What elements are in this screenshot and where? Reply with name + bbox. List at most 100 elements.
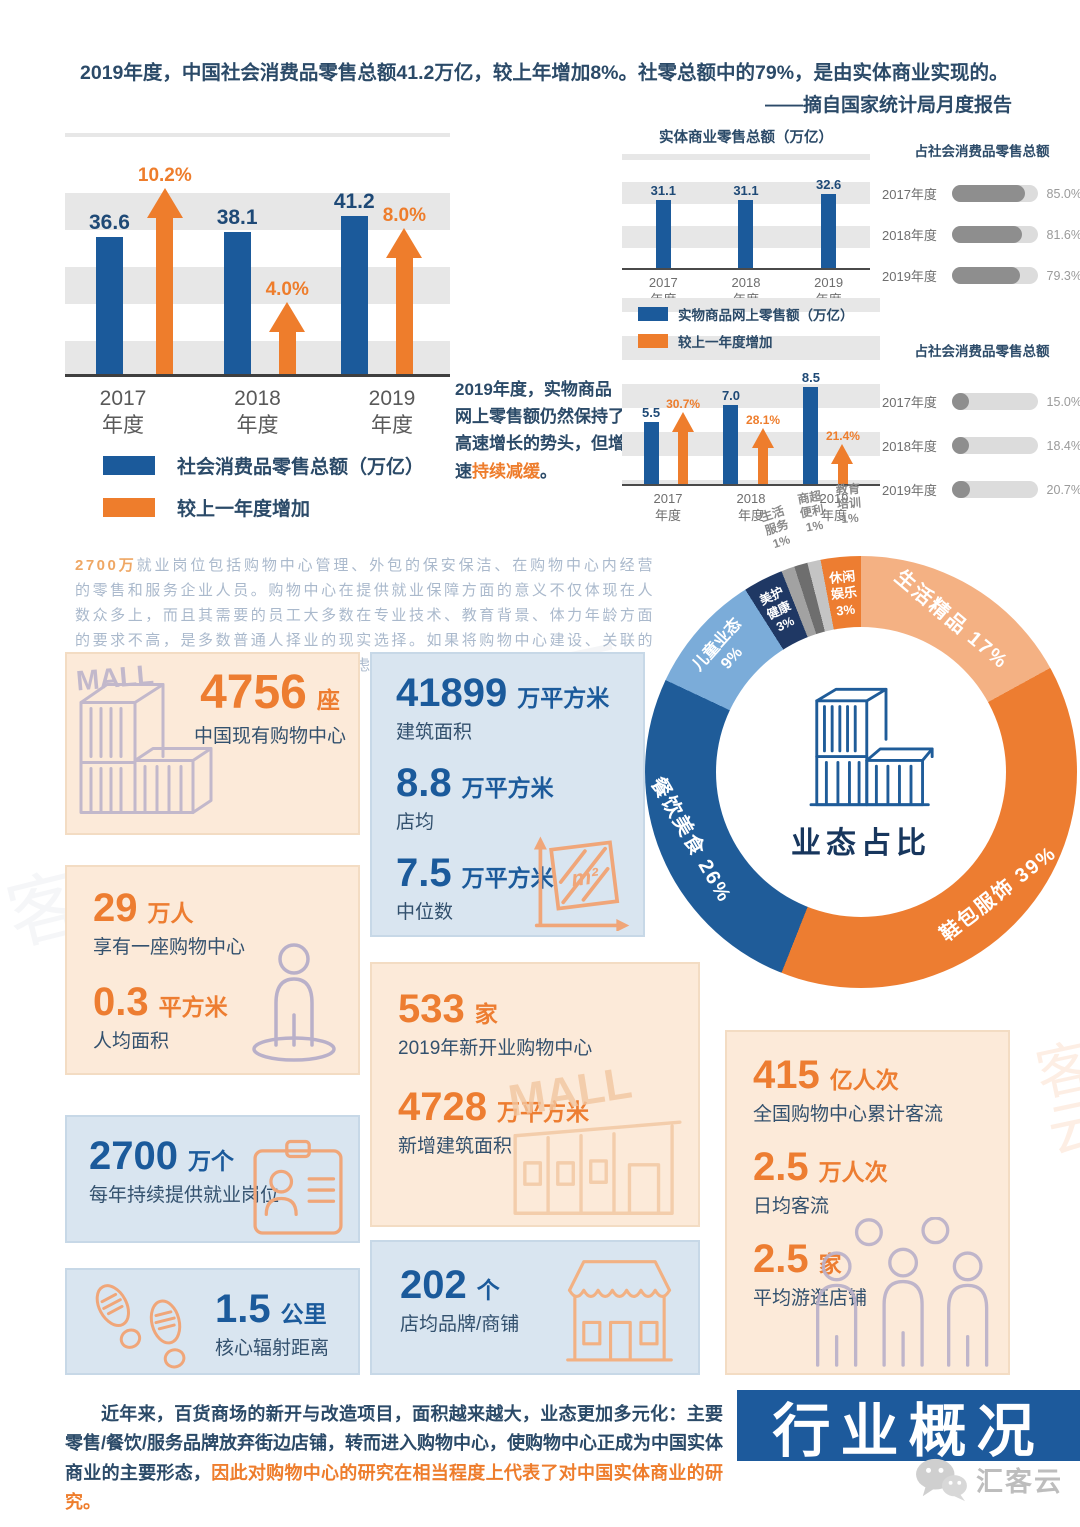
mall-building-icon bbox=[809, 687, 934, 807]
growth-arrow-icon bbox=[146, 188, 183, 374]
footprints-icon bbox=[95, 1284, 186, 1369]
stat-item: 2700 万个 每年持续提供就业岗位 bbox=[89, 1134, 280, 1206]
bar-value-label: 36.6 bbox=[89, 211, 130, 234]
stat-item: 533 家 2019年新开业购物中心 bbox=[398, 987, 593, 1059]
stat-item: 202 个 店均品牌/商铺 bbox=[400, 1263, 520, 1335]
bar bbox=[723, 405, 739, 484]
slice-label-xiuxianyule: 休闲 娱乐 3% bbox=[828, 568, 858, 618]
banner-title: 行业概况 bbox=[772, 1398, 1045, 1464]
growth-label: 4.0% bbox=[265, 279, 309, 300]
chart-legend: 社会消费品零售总额（万亿） 较上一年度增加 bbox=[103, 452, 424, 536]
chart-plot-area: 36.6 10.2% 38.1 4.0% 41.2 8.0% bbox=[65, 133, 450, 377]
stat-box-existing-malls: MALL 4756 座 中国现有购物中心 bbox=[65, 652, 360, 835]
share-panel-online: 占社会消费品零售总额 2017年度 15.0% 2018年度 18.4% 201… bbox=[882, 340, 1080, 499]
progress-pill bbox=[952, 226, 1038, 243]
panel-title: 占社会消费品零售总额 bbox=[914, 144, 1050, 159]
share-row: 2019年度 20.7% bbox=[882, 481, 1080, 498]
online-retail-note: 2019年度，实物商品网上零售额仍然保持了高速增长的势头，但增速持续减缓。 bbox=[455, 380, 625, 481]
bar-group-2019: 8.5 21.4% bbox=[802, 370, 860, 484]
bar bbox=[643, 422, 659, 484]
slice-label-jiaoyupeixun: 教育 培训 1% bbox=[835, 481, 862, 526]
bar-value-label: 38.1 bbox=[216, 206, 258, 229]
chart-social-retail-total: 36.6 10.2% 38.1 4.0% 41.2 8.0% 2017 年度 20… bbox=[65, 133, 450, 440]
stat-item: 41899 万平方米 建筑面积 bbox=[396, 671, 610, 743]
id-badge-icon bbox=[253, 1139, 343, 1235]
stat-box-new-malls-2019: 533 家 2019年新开业购物中心 4728 万平方米 新增建筑面积 MALL bbox=[370, 962, 700, 1227]
stat-item: 8.8 万平方米 店均 bbox=[396, 761, 554, 833]
legend-item: 较上一年度增加 bbox=[103, 494, 424, 521]
growth-label: 8.0% bbox=[382, 205, 426, 226]
growth-arrow-icon bbox=[386, 228, 423, 374]
bar-group-2018: 7.0 28.1% bbox=[722, 388, 780, 484]
bar bbox=[95, 237, 123, 374]
legend-swatch-blue bbox=[638, 307, 668, 321]
chart-online-retail: 实物商品网上零售额（万亿） 较上一年度增加 5.5 30.7% 7.0 28.1… bbox=[622, 298, 880, 525]
stat-item: 415 亿人次 全国购物中心累计客流 bbox=[753, 1053, 944, 1125]
bar-group-2017: 36.6 10.2% bbox=[89, 165, 192, 374]
bar bbox=[821, 194, 837, 268]
bar-group-2017: 5.5 30.7% bbox=[642, 397, 700, 484]
share-row: 2017年度 15.0% bbox=[882, 393, 1080, 410]
progress-pill bbox=[952, 437, 1038, 454]
person-icon bbox=[252, 943, 336, 1062]
watermark-char: 客云 bbox=[1021, 1034, 1080, 1162]
footer-note: 近年来，百货商场的新开与改造项目，面积越来越大，业态更加多元化：主要零售/餐饮/… bbox=[65, 1404, 724, 1512]
stat-item: 1.5 公里 核心辐射距离 bbox=[215, 1287, 330, 1359]
bar bbox=[223, 232, 251, 374]
bar bbox=[738, 200, 754, 268]
share-row: 2018年度 18.4% bbox=[882, 437, 1080, 454]
shop-awning-icon bbox=[566, 1260, 673, 1362]
square-meter-icon: m² bbox=[533, 836, 630, 931]
growth-arrow-icon bbox=[671, 412, 695, 484]
mall-building-icon: MALL bbox=[75, 659, 213, 814]
bar bbox=[803, 387, 819, 484]
stat-item: 29 万人 享有一座购物中心 bbox=[93, 886, 246, 958]
share-row: 2018年度 81.6% bbox=[882, 226, 1080, 243]
legend-swatch-orange bbox=[638, 334, 668, 348]
growth-arrow-icon bbox=[269, 302, 306, 374]
svg-text:m²: m² bbox=[570, 863, 601, 891]
stat-box-brands-per-mall: 202 个 店均品牌/商铺 bbox=[370, 1240, 700, 1375]
crowd-icon bbox=[815, 1217, 989, 1367]
share-row: 2019年度 79.3% bbox=[882, 267, 1080, 284]
header-summary: 2019年度，中国社会消费品零售总额41.2万亿，较上年增加8%。社零总额中的7… bbox=[80, 62, 1009, 84]
brand-logo: 汇客云 bbox=[912, 1455, 1063, 1503]
progress-pill bbox=[952, 267, 1038, 284]
chart-legend: 实物商品网上零售额（万亿） 较上一年度增加 bbox=[638, 304, 854, 358]
chart-plot-area: 实物商品网上零售额（万亿） 较上一年度增加 5.5 30.7% 7.0 28.1… bbox=[622, 298, 880, 486]
chart-plot-area: 31.1 31.1 32.6 bbox=[622, 152, 870, 270]
stat-box-building-area: 41899 万平方米 建筑面积 8.8 万平方米 店均 7.5 万平方米 中位数 m² bbox=[370, 652, 645, 937]
bar-group-2018: 38.1 4.0% bbox=[217, 206, 309, 374]
stat-box-core-radius: 1.5 公里 核心辐射距离 bbox=[65, 1268, 360, 1375]
stat-box-per-capita: 29 万人 享有一座购物中心 0.3 平方米 人均面积 bbox=[65, 865, 360, 1075]
brand-name: 汇客云 bbox=[976, 1466, 1063, 1497]
chart-format-mix: 业态占比 生活精品17% 鞋包服饰39% 餐饮美食26% 儿童业态 9% 美护 健康… bbox=[645, 482, 1077, 988]
progress-pill bbox=[952, 393, 1038, 410]
growth-label: 10.2% bbox=[137, 165, 192, 186]
svg-text:MALL: MALL bbox=[75, 659, 155, 697]
header-source: ——摘自国家统计局月度报告 bbox=[764, 95, 1012, 116]
legend-swatch-orange bbox=[103, 498, 155, 517]
wechat-icon bbox=[916, 1458, 967, 1502]
panel-title: 占社会消费品零售总额 bbox=[914, 344, 1050, 359]
section-banner: 行业概况 bbox=[737, 1390, 1080, 1464]
chart-physical-retail: 实体商业零售总额（万亿） 31.1 31.1 32.6 2017年度 2018年… bbox=[622, 124, 870, 309]
stat-box-visitor-traffic: 415 亿人次 全国购物中心累计客流 2.5 万人次 日均客流 2.5 家 平均游逛店… bbox=[725, 1030, 1010, 1375]
donut-title: 业态占比 bbox=[791, 827, 931, 860]
svg-text:MALL: MALL bbox=[505, 1066, 635, 1126]
share-row: 2017年度 85.0% bbox=[882, 185, 1080, 202]
stat-item: 4728 万平方米 新增建筑面积 bbox=[398, 1085, 589, 1157]
stat-item: 7.5 万平方米 中位数 bbox=[396, 851, 554, 923]
donut-center: 业态占比 bbox=[716, 627, 1006, 917]
stat-item: 0.3 平方米 人均面积 bbox=[93, 980, 228, 1052]
stat-item: 4756 座 中国现有购物中心 bbox=[193, 666, 346, 748]
